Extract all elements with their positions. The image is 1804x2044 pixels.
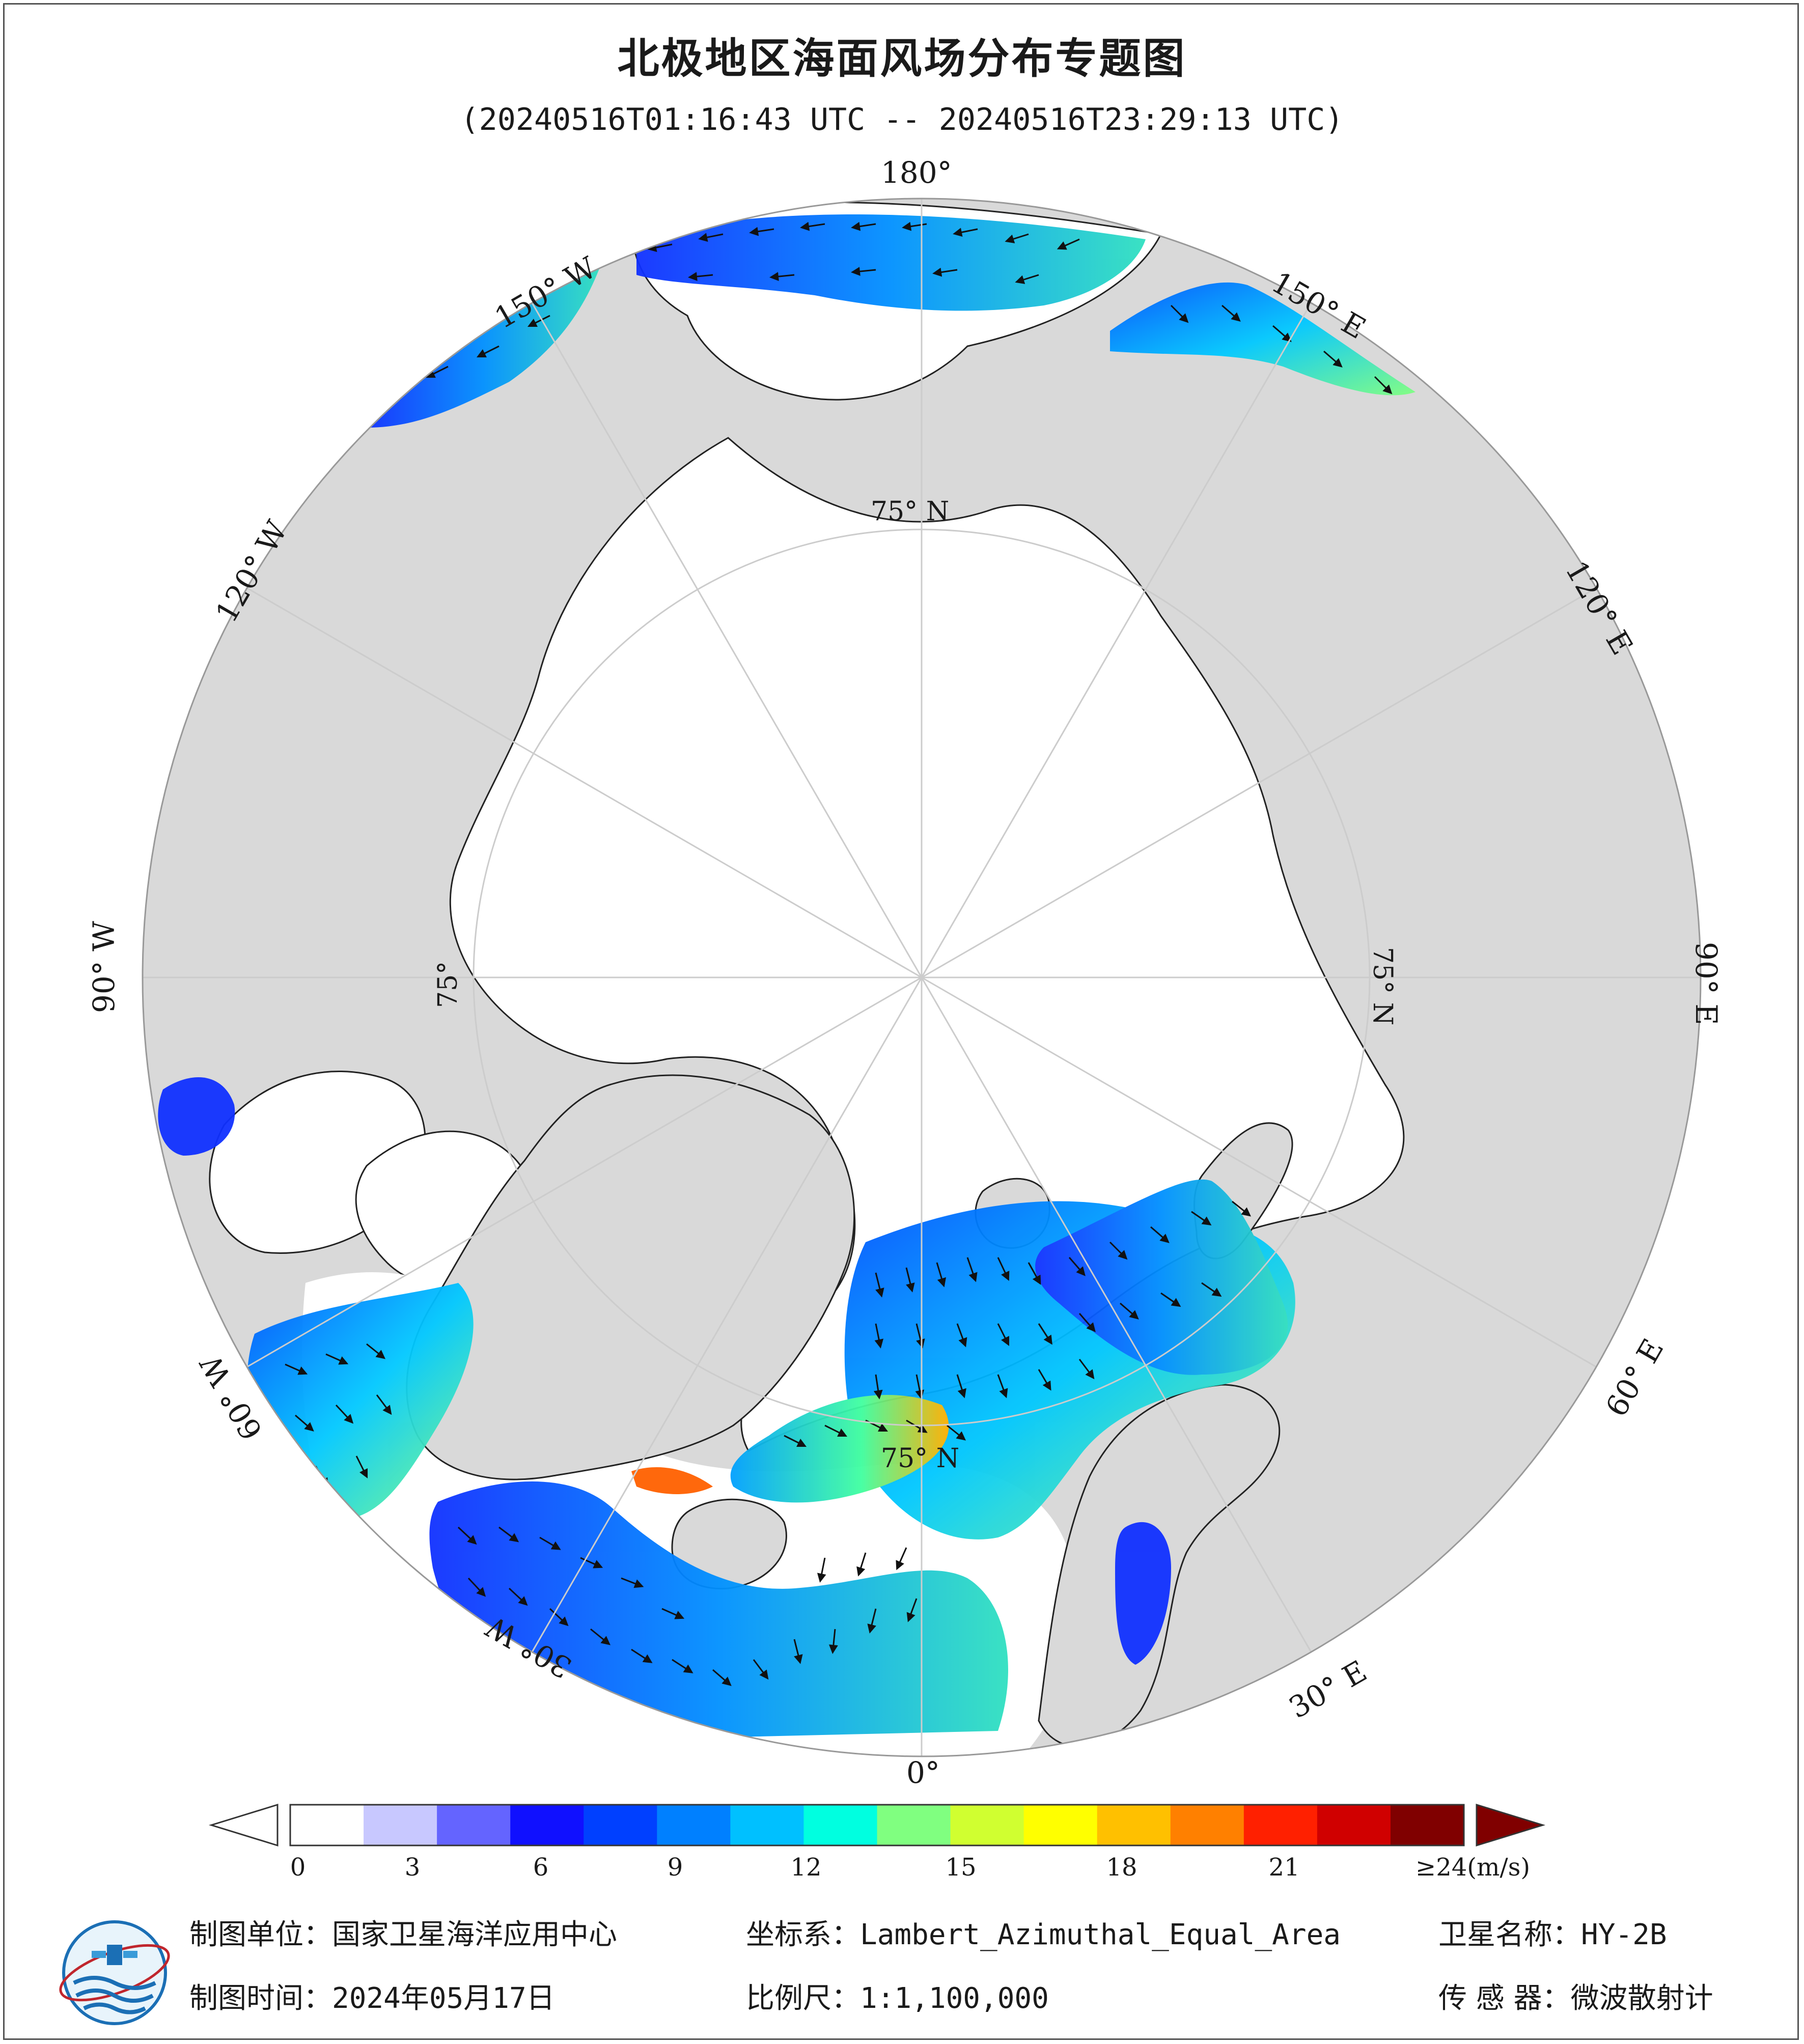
satellite-label: 卫星名称： <box>1438 1918 1581 1951</box>
lat-label-bottom: 75° N <box>881 1443 960 1474</box>
polar-map <box>142 198 1702 1757</box>
lon-label-90w: 90° W <box>87 921 121 1013</box>
crs-label: 坐标系： <box>746 1918 860 1951</box>
time-range: (20240516T01:16:43 UTC -- 20240516T23:29… <box>460 102 1344 137</box>
nsoas-logo <box>59 1920 170 2025</box>
scale-value: 1:1,100,000 <box>860 1982 1049 2015</box>
colorbar-max-unit: ≥24(m/s) <box>1416 1853 1530 1882</box>
date-value: 2024年05月17日 <box>332 1982 555 2015</box>
map-frame <box>3 3 1799 2040</box>
wind-patch-greenland-sea <box>730 1395 949 1503</box>
colorbar-tick-0: 0 <box>290 1853 306 1882</box>
map-boundary <box>142 198 1702 1757</box>
map-title: 北极地区海面风场分布专题图 <box>617 35 1187 83</box>
wind-patch-bering <box>636 214 1146 311</box>
sensor-value: 微波散射计 <box>1570 1982 1713 2015</box>
wind-patch-baltic <box>1115 1522 1171 1665</box>
colorbar-tick-21: 21 <box>1268 1853 1300 1882</box>
lon-label-180: 180° <box>881 155 952 190</box>
wind-patch-kara <box>1035 1179 1288 1375</box>
info-sensor: 传 感 器：微波散射计 <box>1438 1975 1713 2017</box>
colorbar-unit: (m/s) <box>1467 1853 1531 1882</box>
wind-patch-strong <box>631 1467 713 1494</box>
wind-patch-alaska <box>367 265 601 428</box>
info-date: 制图时间：2024年05月17日 <box>189 1975 555 2017</box>
lon-label-90e: 90° E <box>1689 942 1724 1025</box>
crs-value: Lambert_Azimuthal_Equal_Area <box>860 1918 1341 1951</box>
colorbar-tick-18: 18 <box>1106 1853 1137 1882</box>
graticule <box>143 199 1701 1756</box>
colorbar-tick-3: 3 <box>404 1853 421 1882</box>
iceland <box>671 1498 787 1589</box>
colorbar-tick-12: 12 <box>790 1853 822 1882</box>
info-crs: 坐标系：Lambert_Azimuthal_Equal_Area <box>746 1912 1341 1953</box>
colorbar-tick-6: 6 <box>533 1853 549 1882</box>
colorbar-tick-15: 15 <box>945 1853 977 1882</box>
info-producer: 制图单位：国家卫星海洋应用中心 <box>189 1912 617 1953</box>
lat-label-left: 75° <box>433 961 463 1008</box>
producer-label: 制图单位： <box>189 1918 332 1951</box>
info-scale: 比例尺：1:1,100,000 <box>746 1975 1049 2017</box>
colorbar-tick-9: 9 <box>667 1853 683 1882</box>
colorbar-max-label: ≥24 <box>1416 1853 1467 1882</box>
sensor-label: 传 感 器： <box>1438 1982 1571 2015</box>
info-satellite: 卫星名称：HY-2B <box>1438 1912 1667 1953</box>
lon-label-0: 0° <box>906 1755 940 1790</box>
satellite-value: HY-2B <box>1581 1918 1667 1951</box>
lat-label-top: 75° N <box>871 496 950 527</box>
lat-label-right: 75° N <box>1367 947 1398 1026</box>
producer-value: 国家卫星海洋应用中心 <box>332 1918 617 1951</box>
wind-patch-hudson <box>158 1077 235 1156</box>
scale-label: 比例尺： <box>746 1982 860 2015</box>
map-content <box>143 199 1701 1756</box>
date-label: 制图时间： <box>189 1982 332 2015</box>
